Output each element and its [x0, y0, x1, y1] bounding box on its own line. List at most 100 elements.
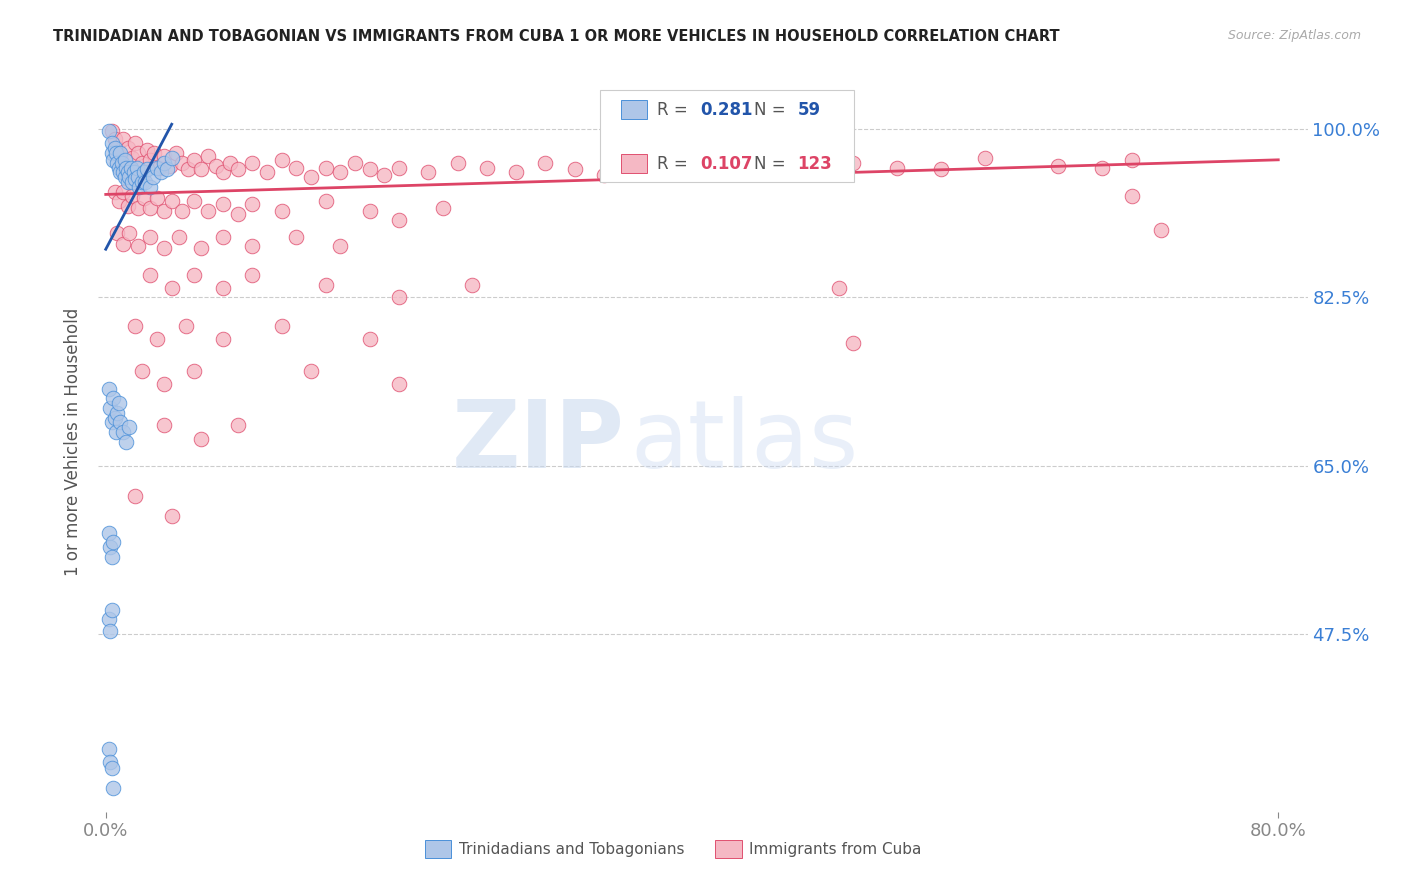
Point [212, 165, 235, 179]
Point [115, 434, 138, 449]
Point [118, 170, 141, 185]
Point [128, 179, 150, 194]
Point [315, 161, 337, 175]
Point [974, 151, 997, 165]
Point [432, 201, 454, 215]
Point [142, 170, 165, 185]
Point [170, 203, 193, 218]
Point [98, 401, 121, 415]
Point [138, 268, 160, 283]
Point [124, 319, 146, 334]
Point [190, 241, 212, 255]
Text: N =: N = [754, 155, 790, 173]
Point [117, 199, 139, 213]
Point [240, 268, 263, 283]
Point [121, 189, 143, 203]
Point [329, 165, 352, 179]
Bar [621, 100, 647, 119]
Point [122, 165, 145, 179]
Point [212, 197, 235, 211]
Point [110, 165, 132, 179]
Text: TRINIDADIAN AND TOBAGONIAN VS IMMIGRANTS FROM CUBA 1 OR MORE VEHICLES IN HOUSEHO: TRINIDADIAN AND TOBAGONIAN VS IMMIGRANTS… [53, 29, 1060, 44]
Point [121, 151, 143, 165]
Point [97, 742, 120, 756]
Point [153, 376, 176, 391]
Point [1047, 159, 1070, 173]
Point [101, 780, 124, 795]
Text: Source: ZipAtlas.com: Source: ZipAtlas.com [1227, 29, 1361, 42]
Point [197, 203, 219, 218]
Point [127, 239, 149, 253]
Point [226, 162, 249, 177]
Point [285, 161, 308, 175]
Point [197, 149, 219, 163]
Point [117, 141, 139, 155]
Text: R =: R = [657, 101, 693, 119]
Point [98, 624, 121, 638]
Point [105, 425, 128, 439]
Point [107, 406, 129, 420]
Point [827, 281, 849, 295]
Point [359, 162, 381, 177]
Bar [425, 840, 451, 858]
Point [165, 146, 187, 161]
Point [270, 153, 292, 167]
Point [103, 131, 125, 145]
Point [105, 146, 128, 161]
Point [505, 165, 527, 179]
Point [446, 155, 468, 169]
Point [132, 165, 155, 179]
Point [117, 165, 139, 179]
Point [108, 194, 131, 209]
Point [124, 489, 146, 503]
Point [97, 525, 120, 540]
Point [138, 153, 160, 167]
Text: ZIP: ZIP [451, 395, 624, 488]
Point [418, 165, 440, 179]
Point [285, 229, 308, 244]
Point [359, 203, 381, 218]
Point [359, 332, 381, 346]
Point [108, 161, 131, 175]
Point [315, 277, 337, 292]
Point [100, 146, 122, 161]
Point [98, 541, 121, 555]
Point [299, 364, 322, 378]
Point [146, 191, 169, 205]
Text: 0.107: 0.107 [700, 155, 754, 173]
Point [127, 146, 149, 161]
Point [111, 155, 134, 169]
Point [112, 237, 135, 252]
Point [148, 161, 170, 175]
Point [219, 155, 242, 169]
Point [98, 755, 121, 769]
Point [108, 396, 131, 410]
Point [160, 281, 183, 295]
Point [146, 161, 169, 175]
Point [117, 175, 139, 189]
Point [138, 201, 160, 215]
Point [131, 364, 153, 378]
Point [270, 203, 292, 218]
Point [388, 376, 411, 391]
Point [153, 203, 176, 218]
Point [101, 535, 124, 549]
Point [125, 161, 148, 175]
Point [842, 335, 865, 350]
Point [621, 159, 644, 173]
Point [134, 175, 156, 189]
Point [150, 165, 173, 179]
Text: 0.281: 0.281 [700, 101, 754, 119]
Point [256, 165, 278, 179]
Point [593, 168, 616, 182]
Point [299, 170, 322, 185]
Point [212, 281, 235, 295]
Point [240, 155, 263, 169]
Point [131, 175, 153, 189]
Point [100, 124, 122, 138]
Point [886, 161, 908, 175]
Point [373, 168, 395, 182]
Point [103, 410, 125, 425]
Point [97, 382, 120, 396]
Point [120, 161, 142, 175]
